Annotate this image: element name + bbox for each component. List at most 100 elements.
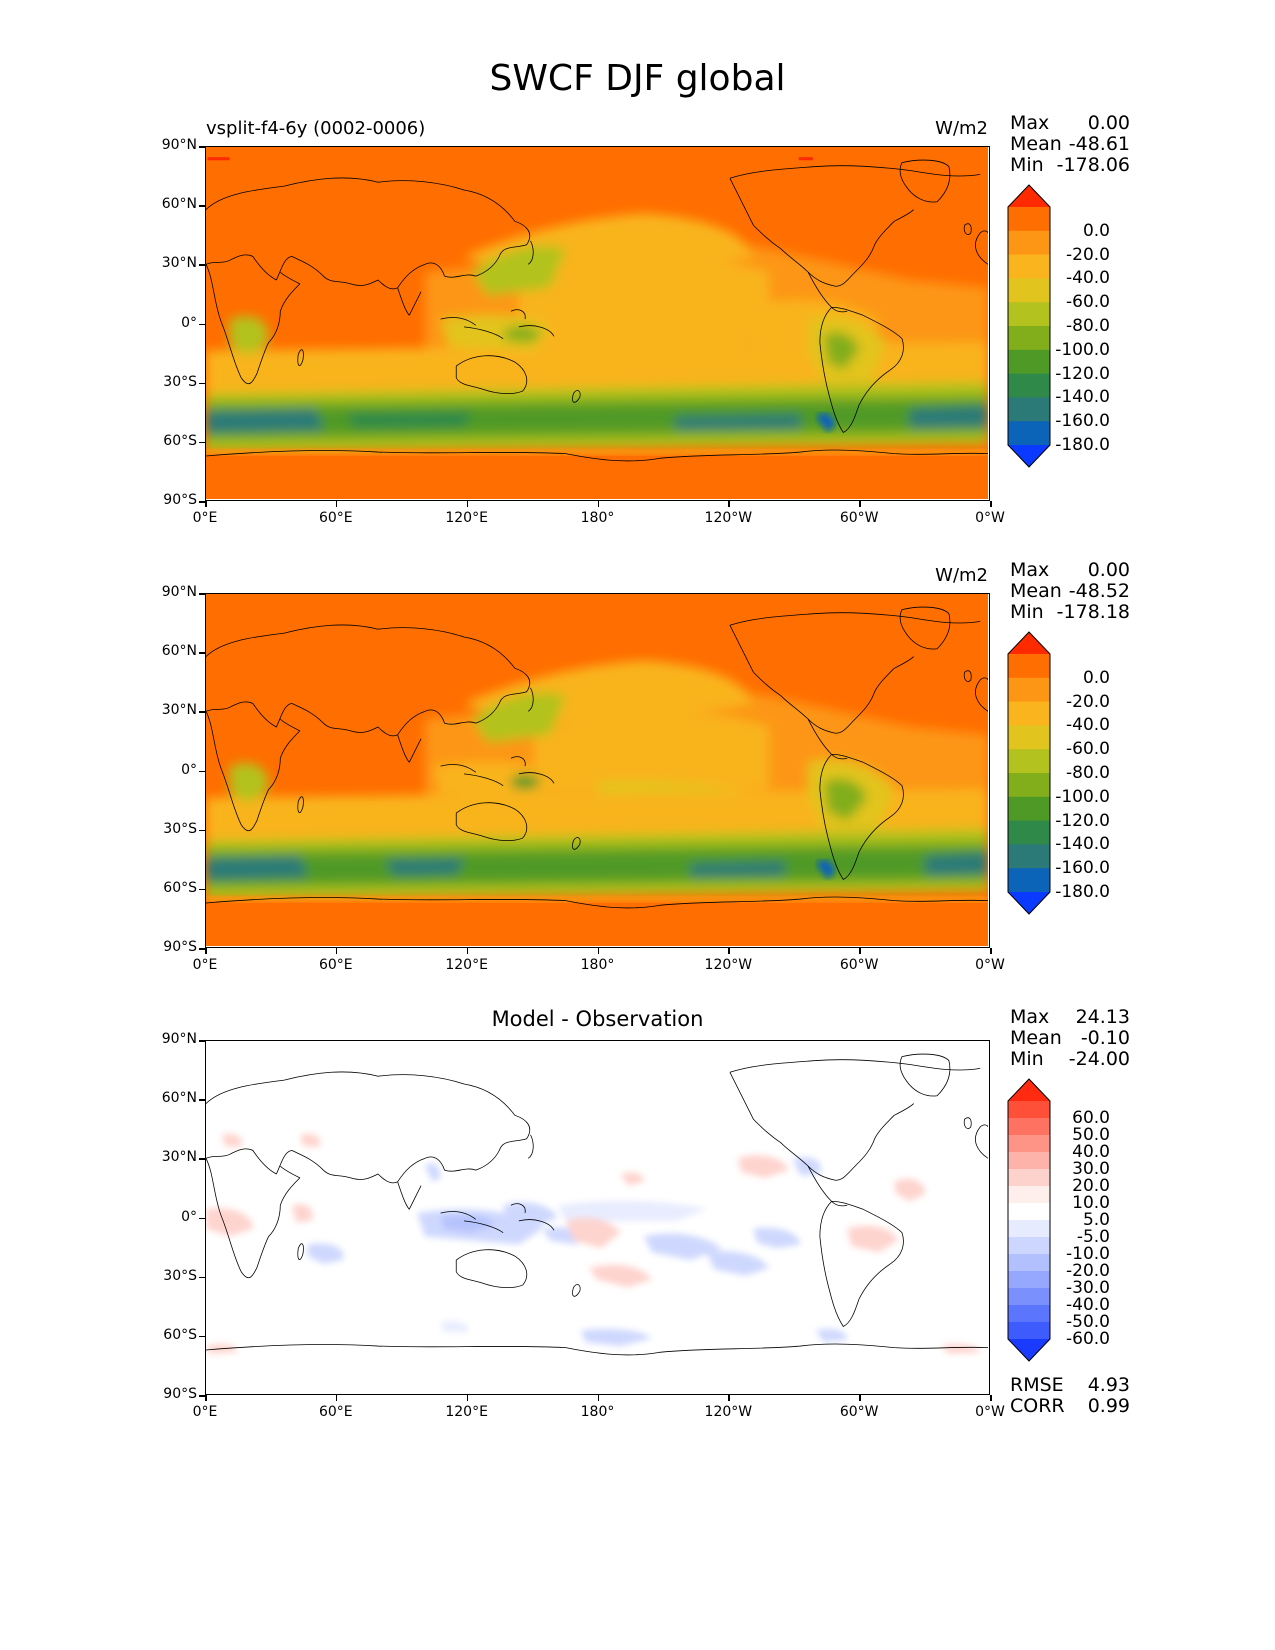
colorbar-swatch [1008, 844, 1050, 869]
colorbar-swatch [1008, 701, 1050, 726]
lat-tick-label: 90°N [161, 1031, 197, 1047]
lon-tick-label: 0°E [192, 957, 218, 973]
colorbar-swatch [1008, 820, 1050, 845]
lon-tick-mark [205, 501, 207, 507]
panel1-units: W/m2 [935, 118, 988, 139]
lat-tick-label: 0° [181, 761, 197, 778]
colorbar-tick-label: 5.0 [1082, 1210, 1110, 1230]
colorbar-tick-label: -140.0 [1055, 834, 1110, 855]
lon-tick-label: 120°E [445, 957, 488, 973]
colorbar-swatch [1008, 207, 1050, 232]
lon-tick-mark [466, 501, 469, 507]
lat-tick-label: 30°S [163, 1267, 197, 1284]
lat-tick-mark [199, 1040, 205, 1042]
lon-tick-mark [597, 501, 599, 507]
figure-title: SWCF DJF global [489, 58, 786, 99]
lon-tick-mark [597, 948, 599, 954]
lat-tick-label: 0° [181, 314, 197, 331]
panel1-map [205, 146, 990, 501]
lon-tick-label: 180° [580, 510, 615, 526]
panel1-left-title: vsplit-f4-6y (0002-0006) [206, 118, 426, 139]
lat-tick-label: 90°S [163, 939, 197, 955]
lon-tick-label: 120°W [704, 1404, 753, 1420]
colorbar-swatch [1008, 1203, 1050, 1221]
colorbar-tick-label: -40.0 [1066, 1295, 1110, 1315]
colorbar-tick-label: 0.0 [1082, 667, 1110, 688]
lat-tick-mark [199, 888, 205, 891]
lat-tick-label: 60°N [161, 1090, 197, 1107]
lon-tick-label: 120°E [445, 510, 488, 526]
lon-tick-mark [859, 501, 861, 507]
colorbar-swatch [1008, 1186, 1050, 1204]
lat-tick-mark [199, 711, 205, 713]
lat-tick-mark [199, 1395, 205, 1397]
lat-tick-mark [199, 323, 205, 325]
lat-tick-mark [199, 1099, 205, 1101]
colorbar-tick-label: -50.0 [1066, 1312, 1110, 1332]
lon-tick-mark [728, 1395, 730, 1401]
colorbar-tick-label: 10.0 [1072, 1193, 1110, 1213]
lon-tick-label: 0°E [192, 510, 218, 526]
lat-tick-mark [199, 948, 205, 950]
lon-tick-mark [990, 501, 992, 507]
colorbar-swatch [1008, 1254, 1050, 1272]
lat-tick-label: 90°S [163, 492, 197, 508]
lat-tick-mark [199, 652, 205, 654]
lat-tick-label: 30°N [161, 255, 197, 272]
lon-tick-label: 0°W [975, 957, 1005, 973]
colorbar-swatch [1008, 1288, 1050, 1306]
lat-tick-mark [199, 593, 205, 595]
colorbar-swatch [1008, 254, 1050, 279]
colorbar-swatch [1008, 278, 1050, 303]
lat-tick-mark [199, 205, 205, 207]
lon-tick-mark [335, 1395, 338, 1401]
panel1-colorbar: 0.0 -20.0 -40.0 -60.0 -80.0 -100.0 -120.0 -140.… [1007, 184, 1110, 468]
colorbar-extend-top [1008, 1079, 1050, 1101]
colorbar-swatch [1008, 677, 1050, 703]
colorbar-swatches [1007, 631, 1051, 915]
colorbar-swatches [1007, 184, 1051, 468]
lat-tick-mark [199, 770, 205, 772]
lat-tick-label: 30°S [163, 373, 197, 390]
colorbar-tick-label: -60.0 [1066, 1329, 1110, 1349]
colorbar-swatch [1008, 397, 1050, 422]
panel2-colorbar: 0.0 -20.0 -40.0 -60.0 -80.0 -100.0 -120.0 -140.… [1007, 631, 1110, 915]
lat-tick-label: 90°S [163, 1386, 197, 1402]
lat-tick-label: 0° [181, 1208, 197, 1225]
colorbar-tick-label: -40.0 [1066, 268, 1110, 289]
lon-tick-mark [728, 501, 730, 507]
lon-tick-mark [859, 948, 861, 954]
colorbar-swatch [1008, 1169, 1050, 1187]
lat-tick-label: 30°N [161, 702, 197, 719]
lon-tick-label: 120°W [704, 957, 753, 973]
lon-tick-mark [466, 1395, 469, 1401]
colorbar-swatch [1008, 373, 1050, 398]
lon-tick-mark [205, 948, 207, 954]
colorbar-tick-label: -20.0 [1066, 244, 1110, 265]
lon-tick-mark [859, 1395, 861, 1401]
lon-tick-label: 60°W [839, 1404, 879, 1420]
colorbar-extend-bottom [1008, 1339, 1050, 1361]
lon-tick-label: 60°E [318, 510, 353, 526]
colorbar-swatch [1008, 349, 1050, 375]
colorbar-tick-label: -160.0 [1055, 411, 1110, 432]
colorbar-outline [1007, 1078, 1051, 1362]
lon-tick-label: 0°W [975, 510, 1005, 526]
colorbar-tick-label: -180.0 [1055, 435, 1110, 455]
lat-tick-label: 30°S [163, 820, 197, 837]
lat-tick-label: 60°S [163, 1326, 197, 1343]
lat-tick-label: 90°N [161, 137, 197, 153]
colorbar-swatch [1008, 1271, 1050, 1289]
panel2-map [205, 593, 990, 948]
colorbar-tick-label: -80.0 [1066, 316, 1110, 336]
panel2-stats: Max 0.00 Mean -48.52 Min -178.18 [1010, 559, 1130, 623]
colorbar-swatch [1008, 326, 1050, 351]
colorbar-tick-label: 0.0 [1082, 220, 1110, 241]
colorbar-swatch [1008, 230, 1050, 256]
lat-tick-label: 30°N [161, 1149, 197, 1166]
colorbar-swatch [1008, 1101, 1050, 1119]
lon-tick-label: 120°W [704, 510, 753, 526]
lat-tick-label: 60°S [163, 879, 197, 896]
colorbar-tick-label: -20.0 [1066, 691, 1110, 712]
lat-tick-label: 60°S [163, 432, 197, 449]
